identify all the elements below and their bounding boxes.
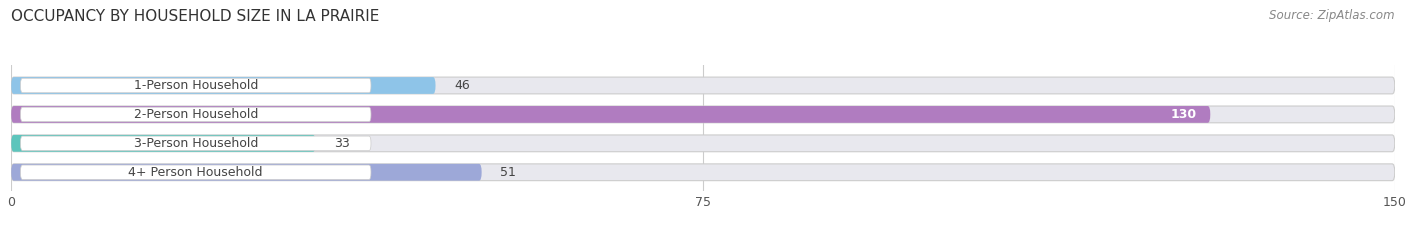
- FancyBboxPatch shape: [11, 135, 315, 152]
- Text: 3-Person Household: 3-Person Household: [134, 137, 257, 150]
- Text: OCCUPANCY BY HOUSEHOLD SIZE IN LA PRAIRIE: OCCUPANCY BY HOUSEHOLD SIZE IN LA PRAIRI…: [11, 9, 380, 24]
- FancyBboxPatch shape: [21, 165, 371, 179]
- FancyBboxPatch shape: [11, 135, 1395, 152]
- Text: 46: 46: [454, 79, 470, 92]
- FancyBboxPatch shape: [11, 106, 1395, 123]
- FancyBboxPatch shape: [21, 136, 371, 151]
- Text: 51: 51: [501, 166, 516, 179]
- Text: 33: 33: [335, 137, 350, 150]
- Text: 2-Person Household: 2-Person Household: [134, 108, 257, 121]
- FancyBboxPatch shape: [11, 164, 1395, 181]
- FancyBboxPatch shape: [21, 78, 371, 93]
- FancyBboxPatch shape: [11, 106, 1211, 123]
- FancyBboxPatch shape: [11, 77, 436, 94]
- FancyBboxPatch shape: [11, 164, 482, 181]
- Text: 1-Person Household: 1-Person Household: [134, 79, 257, 92]
- Text: 130: 130: [1170, 108, 1197, 121]
- Text: Source: ZipAtlas.com: Source: ZipAtlas.com: [1270, 9, 1395, 22]
- Text: 4+ Person Household: 4+ Person Household: [128, 166, 263, 179]
- FancyBboxPatch shape: [11, 77, 1395, 94]
- FancyBboxPatch shape: [21, 107, 371, 122]
